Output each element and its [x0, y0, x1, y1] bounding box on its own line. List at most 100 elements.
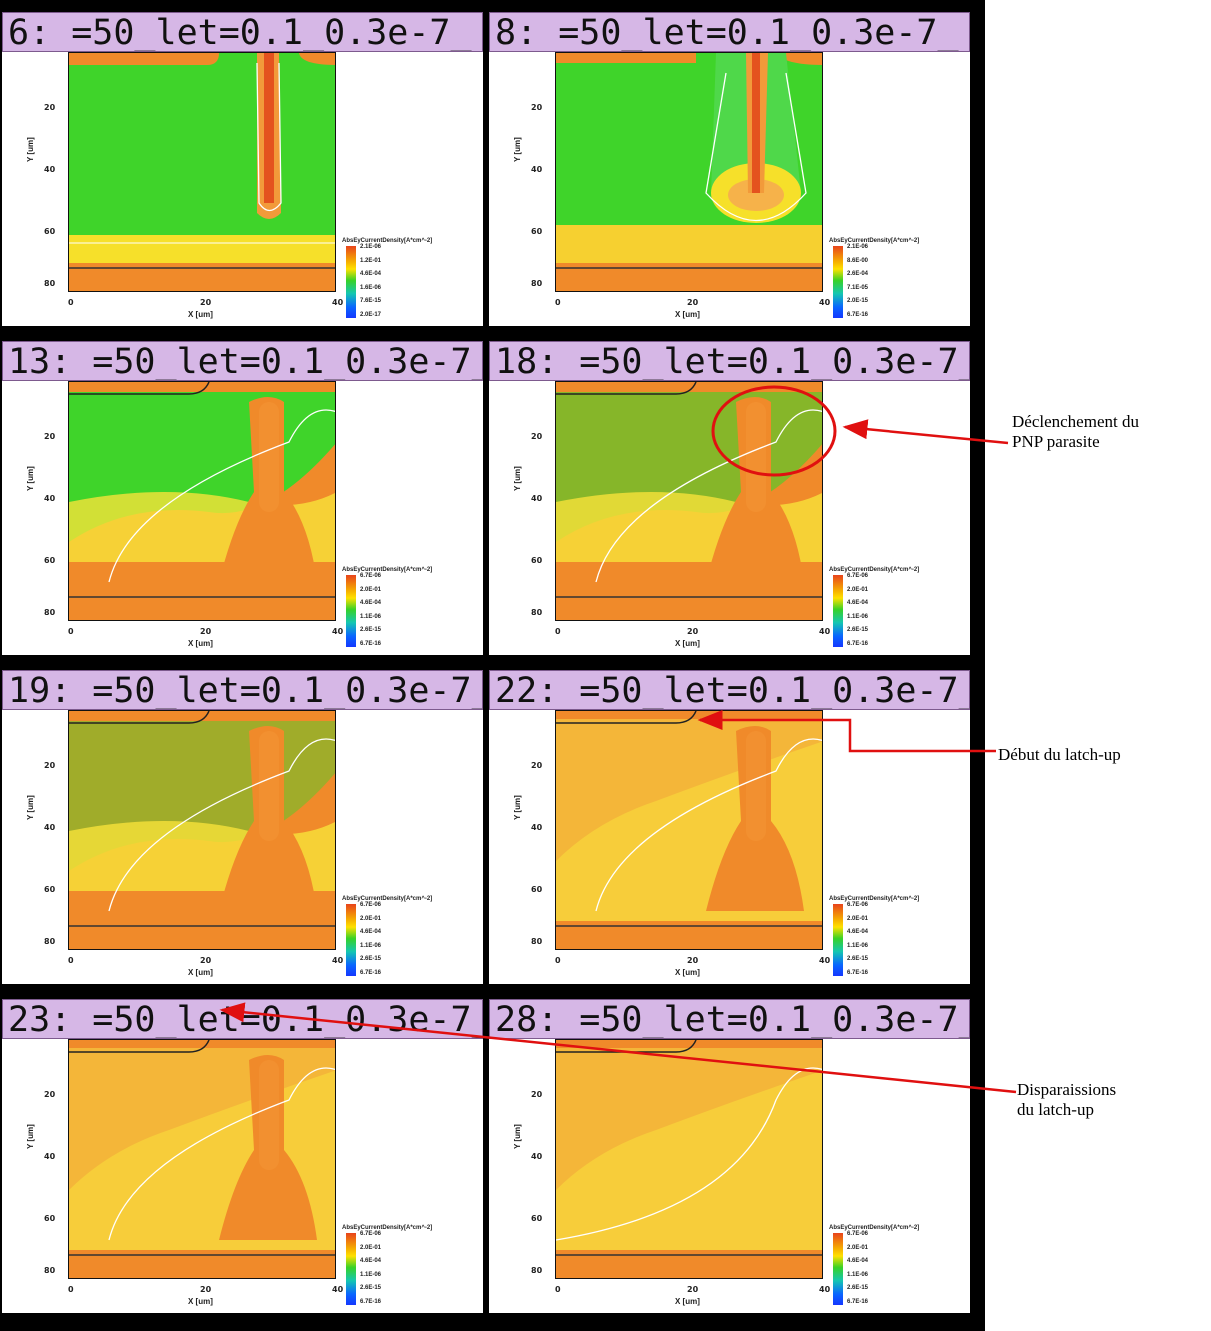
panel-2: 13: =50_let=0.1_0.3e-7_ 20 40 60 80 Y [um] 0 20…	[0, 329, 485, 655]
x-axis-label: X [um]	[675, 639, 700, 648]
legend-value: 6.7E-16	[847, 640, 869, 647]
y-tick-label: 40	[44, 494, 56, 503]
x-tick-label: 20	[687, 956, 699, 965]
y-tick-label: 80	[44, 1266, 56, 1275]
legend-title: AbsEyCurrentDensity[A*cm^-2]	[342, 567, 433, 573]
x-tick-label: 20	[200, 298, 212, 307]
y-tick-label: 60	[44, 1214, 56, 1223]
y-tick-label: 40	[531, 823, 543, 832]
y-axis-label: Y [um]	[26, 1124, 35, 1149]
y-tick-label: 80	[531, 937, 543, 946]
legend-value: 2.0E-01	[360, 1244, 382, 1251]
y-tick-label: 60	[44, 556, 56, 565]
figure-grid: 6: =50_let=0.1_0.3e-7_ 20 40 60 80 Y [um] 0 20 4…	[0, 0, 985, 1331]
legend-value: 2.6E-04	[847, 271, 869, 277]
legend-value: 1.6E-06	[360, 284, 382, 291]
x-axis-label: X [um]	[188, 968, 213, 977]
legend-title: AbsEyCurrentDensity[A*cm^-2]	[342, 238, 433, 244]
legend-value: 2.6E-15	[847, 627, 869, 633]
y-tick-label: 80	[44, 279, 56, 288]
legend-value: 2.0E-01	[360, 915, 382, 922]
legend-value: 2.0E-15	[847, 298, 869, 304]
y-axis-label: Y [um]	[26, 466, 35, 491]
contour-plot	[555, 52, 823, 292]
legend-value: 6.7E-06	[360, 573, 382, 579]
colorbar	[833, 904, 843, 976]
contour-plot	[68, 52, 336, 292]
x-tick-label: 20	[687, 298, 699, 307]
contour-plot	[68, 1039, 336, 1279]
x-tick-label: 0	[555, 627, 561, 636]
legend-value: 2.1E-06	[847, 244, 869, 250]
x-tick-label: 20	[687, 627, 699, 636]
legend-value: 2.0E-01	[847, 915, 869, 922]
legend-value: 4.6E-04	[847, 600, 869, 606]
y-tick-label: 20	[44, 761, 56, 770]
legend-value: 6.7E-06	[360, 902, 382, 908]
y-axis-label: Y [um]	[26, 795, 35, 820]
y-tick-label: 40	[531, 165, 543, 174]
legend-value: 6.7E-16	[360, 969, 382, 976]
legend-value: 7.1E-05	[847, 284, 869, 291]
y-tick-label: 20	[44, 432, 56, 441]
y-tick-label: 40	[531, 494, 543, 503]
y-tick-label: 80	[531, 608, 543, 617]
annotation-disparition: Disparaissions du latch-up	[1017, 1080, 1117, 1119]
legend-value: 2.0E-17	[360, 311, 382, 318]
x-axis-label: X [um]	[188, 310, 213, 319]
color-legend: AbsEyCurrentDensity[A*cm^-2] 2.1E-06 8.6E-…	[829, 238, 959, 323]
colorbar	[346, 1233, 356, 1305]
panel-7: 28: =50_let=0.1_0.3e-7_ 20 40 60 80 Y [um] 0 20…	[487, 987, 972, 1313]
legend-value: 1.1E-06	[360, 942, 382, 949]
y-tick-label: 40	[44, 1152, 56, 1161]
x-tick-label: 40	[819, 1285, 831, 1294]
y-axis-label: Y [um]	[513, 466, 522, 491]
panel-body: 20 40 60 80 Y [um] 0 20 40 X [um] AbsEyCurrentDen…	[2, 710, 483, 984]
panel-1: 8: =50_let=0.1_0.3e-7_ 20 40 60 80 Y [um] 0 20 4…	[487, 0, 972, 326]
legend-value: 2.6E-15	[847, 956, 869, 962]
legend-value: 2.6E-15	[360, 1285, 382, 1291]
contour-plot	[555, 1039, 823, 1279]
x-tick-label: 40	[332, 298, 344, 307]
x-tick-label: 40	[332, 1285, 344, 1294]
colorbar	[346, 246, 356, 318]
x-tick-label: 0	[68, 627, 74, 636]
panel-body: 20 40 60 80 Y [um] 0 20 40 X [um] AbsEyCurrentDen…	[2, 52, 483, 326]
legend-value: 1.2E-01	[360, 257, 382, 264]
legend-value: 6.7E-06	[360, 1231, 382, 1237]
legend-value: 1.1E-06	[847, 1271, 869, 1278]
contour-plot	[68, 710, 336, 950]
colorbar	[346, 904, 356, 976]
legend-value: 2.0E-01	[847, 1244, 869, 1251]
y-tick-label: 20	[531, 432, 543, 441]
colorbar	[833, 575, 843, 647]
x-tick-label: 40	[819, 956, 831, 965]
y-tick-label: 80	[531, 279, 543, 288]
panel-body: 20 40 60 80 Y [um] 0 20 40 X [um] AbsEyCurrentDen…	[2, 1039, 483, 1313]
x-tick-label: 40	[332, 627, 344, 636]
legend-title: AbsEyCurrentDensity[A*cm^-2]	[829, 238, 920, 244]
color-legend: AbsEyCurrentDensity[A*cm^-2] 6.7E-06 2.0E-…	[342, 896, 472, 981]
x-tick-label: 20	[687, 1285, 699, 1294]
contour-plot	[555, 381, 823, 621]
panel-0: 6: =50_let=0.1_0.3e-7_ 20 40 60 80 Y [um] 0 20 4…	[0, 0, 485, 326]
y-tick-label: 60	[531, 885, 543, 894]
y-tick-label: 80	[44, 937, 56, 946]
panel-body: 20 40 60 80 Y [um] 0 20 40 X [um] AbsEyCurrentDen…	[489, 1039, 970, 1313]
panel-title: 6: =50_let=0.1_0.3e-7_	[2, 12, 483, 52]
x-tick-label: 20	[200, 956, 212, 965]
y-axis-label: Y [um]	[26, 137, 35, 162]
legend-value: 6.7E-16	[847, 1298, 869, 1305]
legend-value: 1.1E-06	[360, 613, 382, 620]
panel-body: 20 40 60 80 Y [um] 0 20 40 X [um] AbsEyCurrentDen…	[489, 381, 970, 655]
legend-value: 2.1E-06	[360, 244, 382, 250]
panel-title: 18: =50_let=0.1_0.3e-7_	[489, 341, 970, 381]
x-tick-label: 40	[332, 956, 344, 965]
y-tick-label: 60	[531, 1214, 543, 1223]
x-axis-label: X [um]	[675, 968, 700, 977]
panel-title: 19: =50_let=0.1_0.3e-7_	[2, 670, 483, 710]
x-tick-label: 20	[200, 627, 212, 636]
panel-title: 13: =50_let=0.1_0.3e-7_	[2, 341, 483, 381]
x-axis-label: X [um]	[188, 1297, 213, 1306]
x-tick-label: 40	[819, 627, 831, 636]
